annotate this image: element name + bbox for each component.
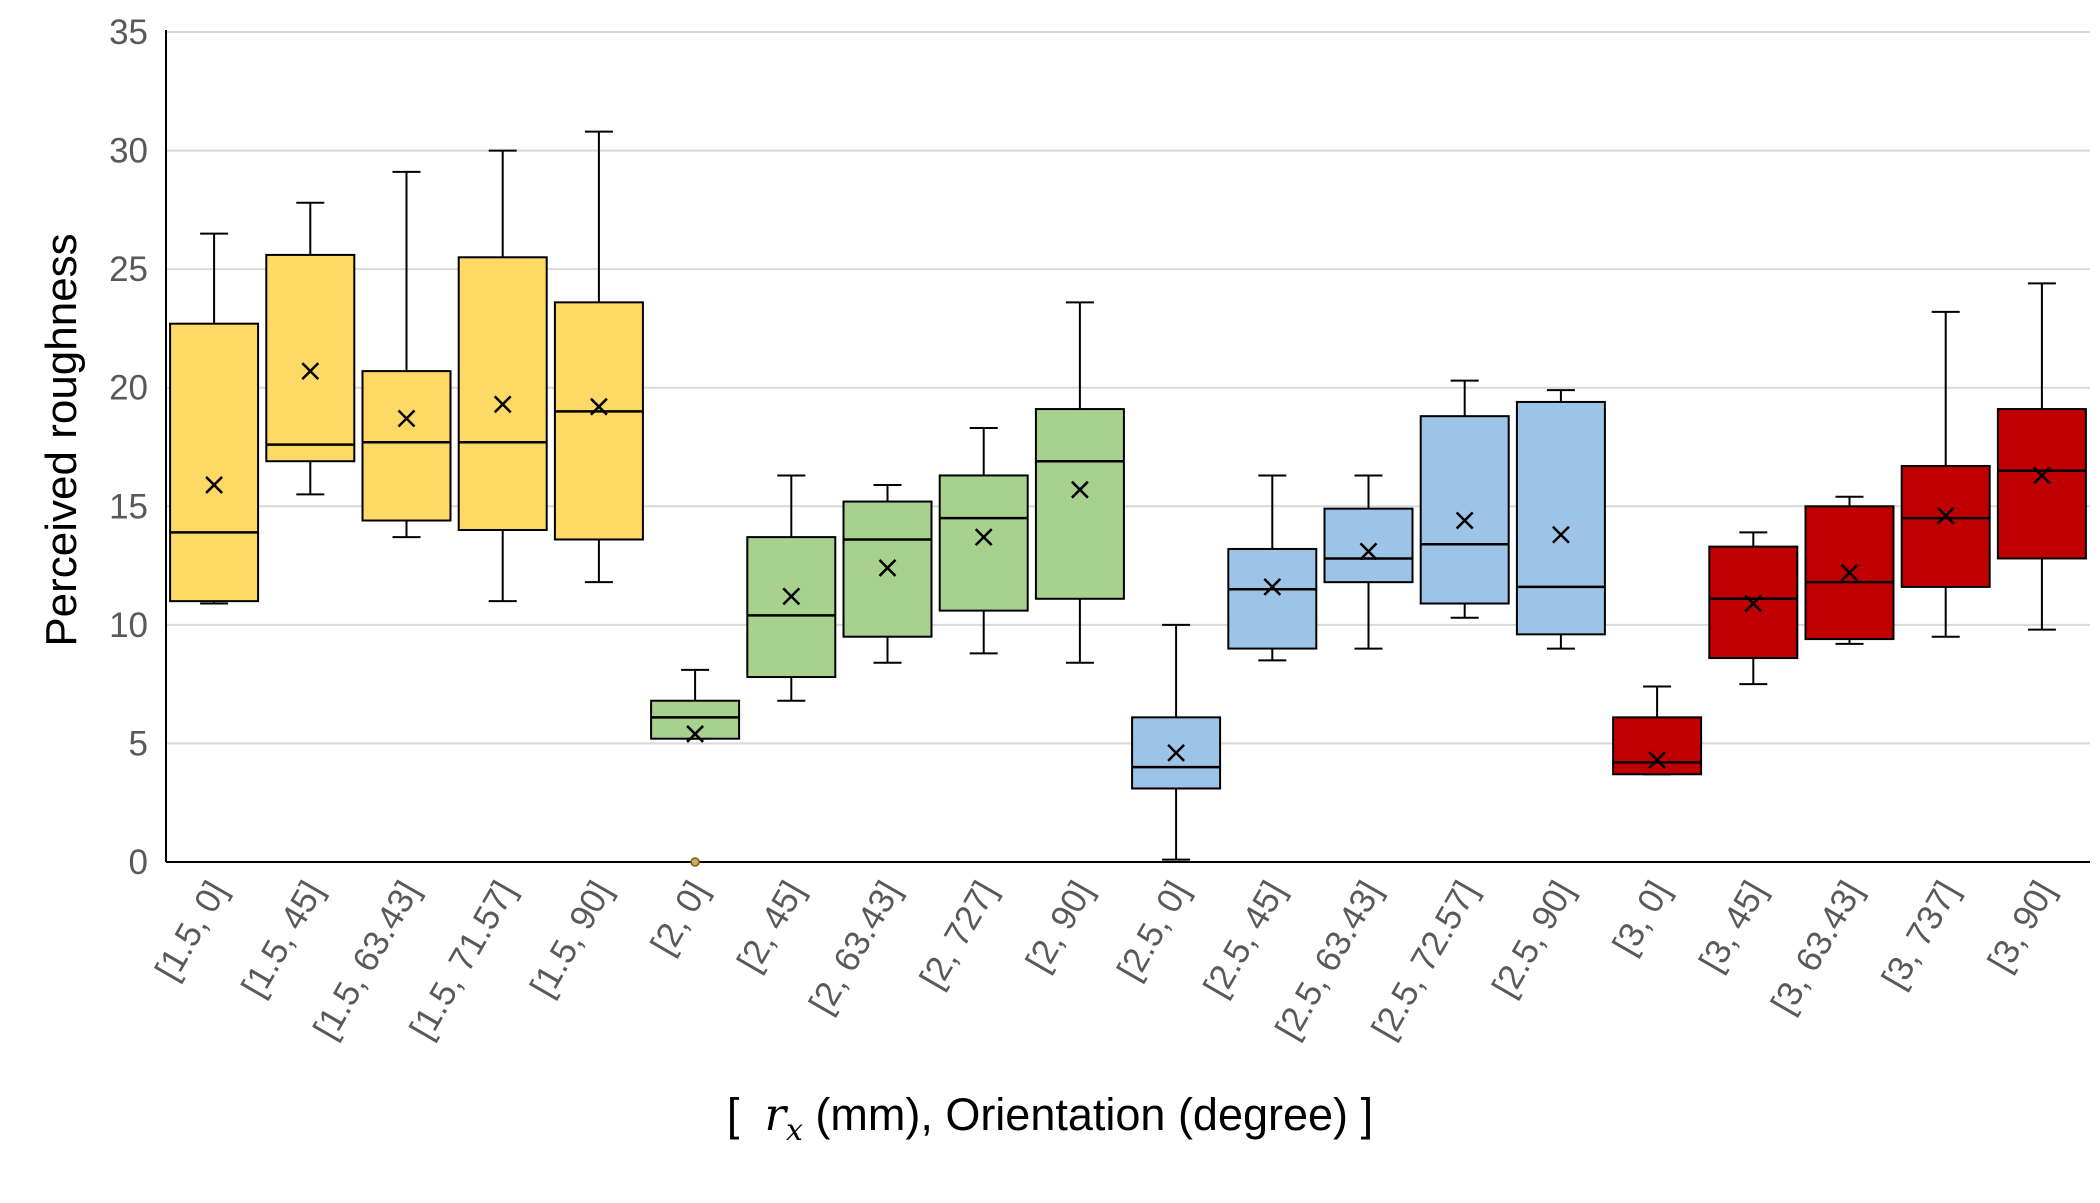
box-18 [1900, 310, 1991, 638]
x-tick-label: [2.5, 90] [1485, 875, 1582, 1004]
gridlines [166, 31, 2090, 745]
box-rect [1515, 400, 1606, 636]
box-rect [553, 301, 644, 541]
mean-marker [1648, 751, 1666, 769]
mean-marker [590, 397, 608, 416]
x-tick-label: [2, 90] [1018, 875, 1100, 979]
y-tick-label: 25 [109, 250, 148, 289]
x-tick-label: [1.5, 90] [523, 875, 620, 1004]
box-rect [361, 370, 452, 522]
box-4 [553, 130, 644, 584]
x-tick-label: [2, 45] [730, 875, 812, 979]
box-16 [1708, 531, 1799, 686]
y-tick-label: 30 [109, 132, 148, 171]
x-tick-label: [3, 45] [1692, 875, 1774, 979]
x-axis-title-symbol: rx [764, 1088, 803, 1148]
mean-marker [2033, 466, 2051, 485]
mean-marker [1936, 506, 1955, 525]
mean-marker [1359, 542, 1378, 561]
mean-marker [1840, 563, 1859, 582]
box-rect [746, 536, 837, 679]
box-11 [1227, 474, 1318, 662]
mean-marker [878, 559, 897, 577]
y-tick-label: 20 [109, 369, 148, 408]
box-rect [1900, 464, 1991, 588]
box-rect [169, 322, 260, 603]
y-tick-label: 15 [109, 487, 148, 526]
mean-marker [1263, 578, 1282, 596]
mean-marker [205, 476, 223, 494]
box-6 [746, 474, 837, 702]
x-tick-label: [2.5, 45] [1196, 875, 1293, 1004]
mean-marker [1071, 480, 1089, 499]
x-axis-title-close: ] [1360, 1089, 1374, 1140]
box-rect [938, 474, 1029, 612]
box-rect [265, 253, 356, 463]
x-tick-label: [2, 727] [912, 874, 1004, 995]
outlier-point [690, 857, 700, 867]
box-13 [1419, 379, 1510, 619]
x-tick-label: [2, 63.43] [802, 875, 909, 1021]
mean-marker [974, 528, 993, 546]
x-tick-label: [3, 63.43] [1764, 875, 1871, 1021]
box-2 [361, 170, 452, 539]
box-8 [938, 427, 1029, 655]
axes [165, 30, 2090, 863]
mean-marker [1744, 594, 1763, 613]
box-12 [1323, 474, 1414, 650]
box-rect [457, 256, 548, 531]
mean-marker [301, 362, 320, 380]
box-3 [457, 149, 548, 603]
box-0 [169, 232, 260, 605]
mean-marker [686, 725, 704, 743]
box-9 [1034, 301, 1125, 664]
mean-marker [1167, 744, 1185, 762]
x-tick-label: [2.5, 0] [1110, 875, 1197, 987]
y-axis-title: Perceived roughness [37, 233, 86, 646]
box-rect [1034, 408, 1125, 600]
box-14 [1515, 389, 1606, 650]
box-7 [842, 483, 933, 664]
mean-marker [397, 409, 416, 428]
y-tick-label: 35 [109, 13, 148, 52]
mean-marker [782, 587, 801, 606]
y-tick-label: 5 [129, 724, 148, 763]
y-tick-label: 10 [109, 606, 148, 645]
mean-marker [1455, 511, 1474, 530]
y-tick-label: 0 [129, 843, 148, 882]
box-10 [1131, 623, 1222, 861]
mean-marker [493, 395, 512, 414]
box-rect [1227, 547, 1318, 650]
x-axis-title-open: [ [726, 1089, 740, 1140]
box-19 [1996, 282, 2087, 631]
box-rect [1323, 507, 1414, 584]
box-15 [1612, 685, 1703, 776]
box-17 [1804, 495, 1895, 645]
box-rect [1612, 716, 1703, 776]
x-tick-label: [3, 737] [1874, 875, 1966, 996]
box-rect [650, 699, 741, 740]
box-rect [1996, 408, 2087, 560]
x-axis-title: [ rx (mm), Orientation (degree) ] [0, 1088, 2100, 1148]
box-rect [1419, 415, 1510, 605]
x-tick-label: [2, 0] [643, 875, 716, 962]
box-1 [265, 201, 356, 496]
x-tick-label: [3, 90] [1980, 875, 2062, 979]
x-tick-label: [3, 0] [1605, 875, 1678, 962]
boxes [169, 130, 2087, 867]
x-axis-title-text: (mm), Orientation (degree) [802, 1089, 1349, 1140]
box-5 [650, 668, 741, 867]
x-tick-label: [1.5, 0] [148, 875, 235, 987]
x-tick-label: [1.5, 45] [234, 875, 331, 1004]
mean-marker [1552, 525, 1570, 544]
